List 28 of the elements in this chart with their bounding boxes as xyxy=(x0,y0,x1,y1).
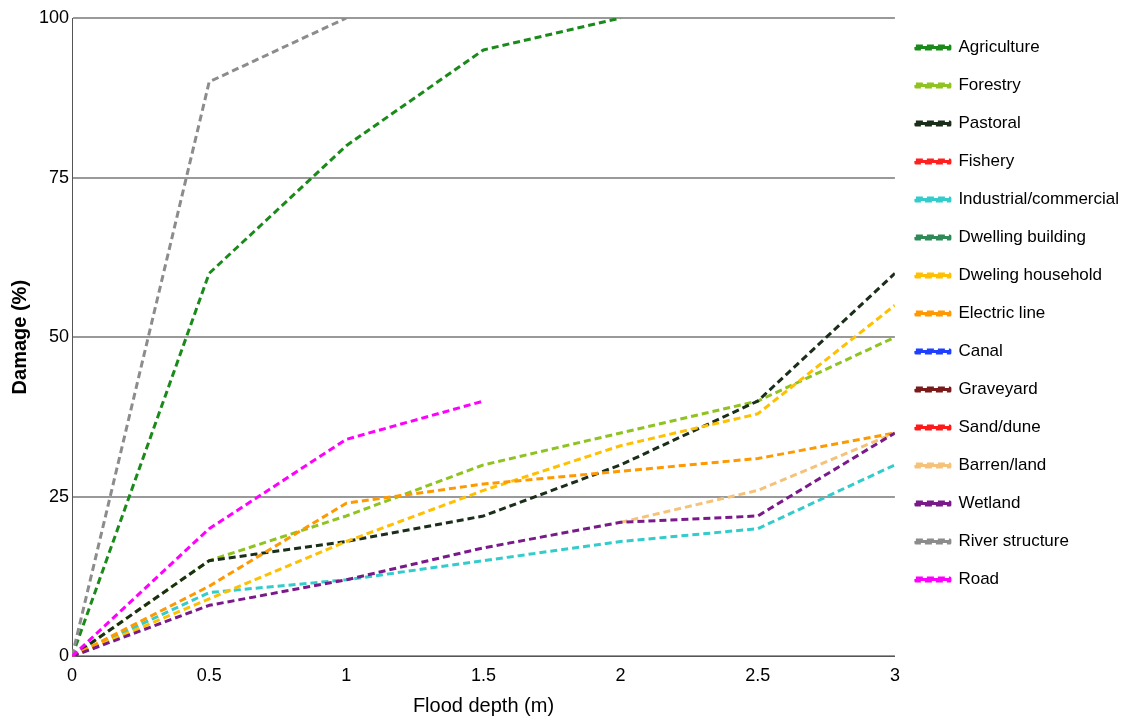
x-tick-label: 2 xyxy=(615,665,626,686)
y-tick-label: 25 xyxy=(49,485,70,506)
y-tick-label: 100 xyxy=(38,6,70,27)
legend-label: Road xyxy=(958,569,1000,589)
legend-label: Dwelling building xyxy=(958,227,1086,247)
legend-label: Sand/dune xyxy=(958,417,1041,437)
legend-label: Dweling household xyxy=(958,265,1103,285)
legend-label: Agriculture xyxy=(958,37,1040,57)
y-tick-label: 50 xyxy=(49,326,70,347)
y-tick-label: 75 xyxy=(49,166,70,187)
legend-label: Industrial/commercial xyxy=(958,189,1120,209)
y-axis-title: Damage (%) xyxy=(7,279,30,395)
legend-label: River structure xyxy=(958,531,1069,551)
legend-label: Fishery xyxy=(958,151,1015,171)
y-tick-label: 0 xyxy=(59,645,70,666)
legend-label: Forestry xyxy=(958,75,1022,95)
legend-label: Graveyard xyxy=(958,379,1038,399)
x-tick-label: 1.5 xyxy=(470,665,496,686)
x-tick-label: 2.5 xyxy=(745,665,771,686)
x-tick-label: 3 xyxy=(889,665,900,686)
x-axis-title: Flood depth (m) xyxy=(412,693,555,716)
legend-label: Barren/land xyxy=(958,455,1047,475)
legend-label: Electric line xyxy=(958,303,1046,323)
legend-label: Wetland xyxy=(958,493,1021,513)
legend-label: Canal xyxy=(958,341,1003,361)
x-tick-label: 1 xyxy=(341,665,352,686)
x-tick-label: 0.5 xyxy=(196,665,222,686)
legend-label: Pastoral xyxy=(958,113,1021,133)
